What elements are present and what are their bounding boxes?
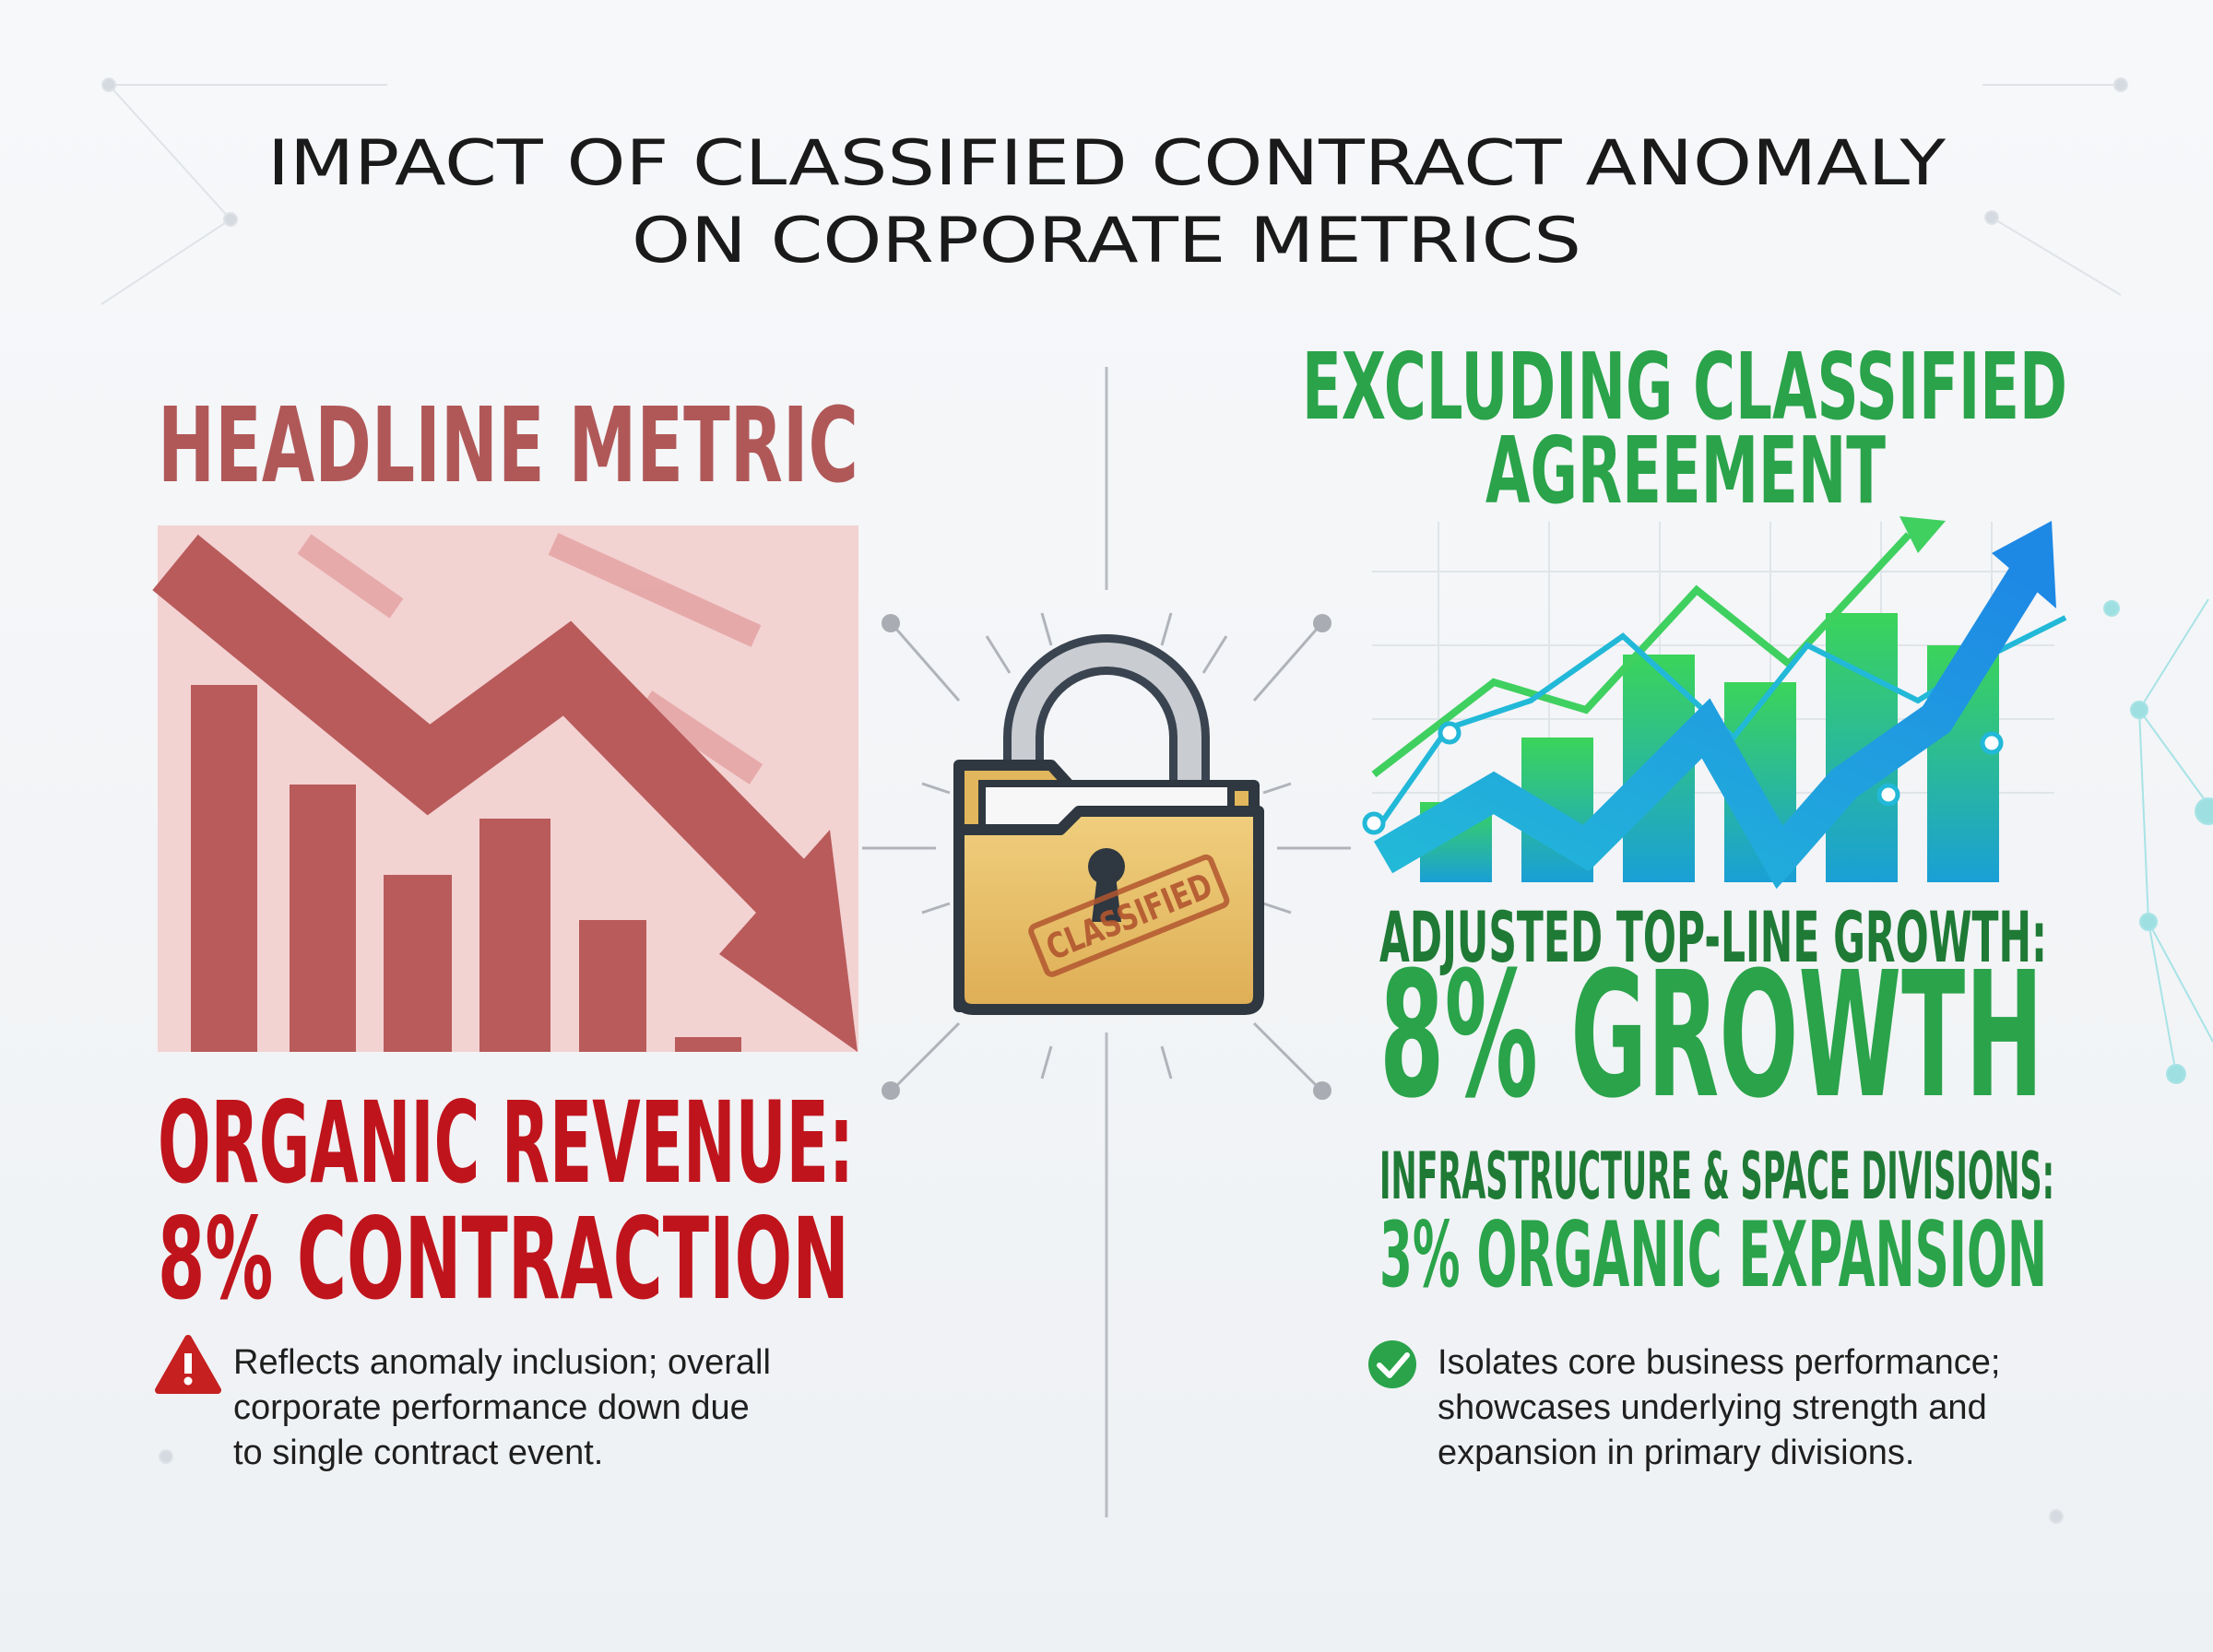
right-metric-value: 8% GROWTH bbox=[1379, 935, 2043, 1137]
check-icon bbox=[1368, 1340, 1416, 1388]
left-note-line: to single contract event. bbox=[233, 1434, 603, 1472]
right-sub-label: INFRASTRUCTURE & SPACE DIVISIONS: bbox=[1379, 1139, 2054, 1214]
title-line: IMPACT OF CLASSIFIED CONTRACT ANOMALY bbox=[267, 127, 1947, 200]
right-metric-label: ADJUSTED TOP-LINE GROWTH: bbox=[1379, 896, 2047, 978]
lock-icon: CLASSIFIED bbox=[953, 634, 1264, 1015]
right-note-line: expansion in primary divisions. bbox=[1438, 1434, 1914, 1472]
right-heading-line: EXCLUDING CLASSIFIED bbox=[1302, 333, 2067, 441]
left-note-line: corporate performance down due bbox=[233, 1388, 750, 1427]
burst-lines bbox=[862, 612, 1351, 1090]
left-metric-value: 8% CONTRACTION bbox=[158, 1194, 849, 1325]
left-heading: HEADLINE METRIC bbox=[158, 386, 858, 506]
burst-dots bbox=[882, 614, 1331, 1100]
left-metric-label: ORGANIC REVENUE: bbox=[158, 1078, 854, 1209]
title-line: ON CORPORATE METRICS bbox=[632, 205, 1581, 277]
right-note-line: Isolates core business performance; bbox=[1438, 1343, 2000, 1382]
right-note-line: showcases underlying strength and bbox=[1438, 1388, 1987, 1427]
left-note-line: Reflects anomaly inclusion; overall bbox=[233, 1343, 771, 1382]
network-decor-right bbox=[2103, 598, 2213, 1084]
network-decor bbox=[101, 77, 2128, 1524]
growth-graphic bbox=[1362, 516, 2067, 890]
right-heading-line: AGREEMENT bbox=[1485, 417, 1886, 525]
decline-graphic bbox=[152, 525, 858, 1052]
warning-icon bbox=[155, 1335, 221, 1394]
right-sub-value: 3% ORGANIC EXPANSION bbox=[1379, 1203, 2047, 1308]
